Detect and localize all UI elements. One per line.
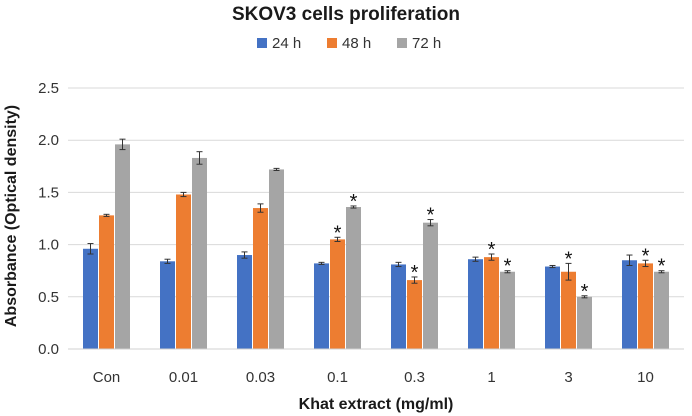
y-tick-label: 2.0 bbox=[38, 132, 59, 149]
x-tick-label: Con bbox=[93, 369, 121, 386]
legend-label: 24 h bbox=[272, 35, 301, 52]
significance-marker: * bbox=[488, 239, 496, 261]
bar-48h-Con bbox=[99, 215, 114, 349]
bar-24h-1 bbox=[468, 259, 483, 349]
significance-marker: * bbox=[504, 256, 512, 278]
bar-72h-Con bbox=[115, 144, 130, 349]
chart-title: SKOV3 cells proliferation bbox=[232, 4, 460, 25]
bar-48h-1 bbox=[484, 257, 499, 349]
significance-marker: * bbox=[642, 245, 650, 267]
bar-24h-0.1 bbox=[314, 263, 329, 349]
x-tick-label: 0.03 bbox=[246, 369, 275, 386]
bar-72h-1 bbox=[500, 271, 515, 349]
significance-marker: * bbox=[334, 222, 342, 244]
y-axis-label: Absorbance (Optical density) bbox=[3, 105, 20, 327]
bar-72h-0.01 bbox=[192, 157, 207, 349]
x-tick-label: 0.1 bbox=[327, 369, 348, 386]
y-tick-label: 1.5 bbox=[38, 184, 59, 201]
significance-marker: * bbox=[658, 256, 666, 278]
y-tick-label: 2.5 bbox=[38, 80, 59, 97]
error-bars bbox=[87, 138, 665, 299]
bar-48h-0.1 bbox=[330, 239, 345, 349]
legend-swatch-48h bbox=[327, 38, 337, 48]
x-tick-label: 10 bbox=[637, 369, 654, 386]
bar-48h-0.01 bbox=[176, 194, 191, 349]
legend: 24 h 48 h 72 h bbox=[257, 35, 441, 52]
bar-48h-10 bbox=[638, 263, 653, 349]
y-axis-ticks: 0.0 0.5 1.0 1.5 2.0 2.5 bbox=[38, 80, 59, 358]
y-tick-label: 0.5 bbox=[38, 289, 59, 306]
bar-24h-10 bbox=[622, 260, 637, 349]
bar-72h-10 bbox=[654, 271, 669, 349]
significance-markers: * * * * * * * * * * bbox=[334, 191, 666, 303]
y-tick-label: 1.0 bbox=[38, 237, 59, 254]
bars bbox=[83, 144, 669, 349]
bar-72h-0.1 bbox=[346, 207, 361, 349]
bar-72h-0.03 bbox=[269, 169, 284, 349]
significance-marker: * bbox=[581, 281, 589, 303]
x-axis-label: Khat extract (mg/ml) bbox=[299, 396, 454, 413]
bar-72h-0.3 bbox=[423, 222, 438, 349]
bar-48h-0.03 bbox=[253, 208, 268, 349]
bar-24h-0.3 bbox=[391, 264, 406, 349]
bar-24h-0.03 bbox=[237, 255, 252, 349]
bar-48h-0.3 bbox=[407, 280, 422, 349]
significance-marker: * bbox=[411, 262, 419, 284]
legend-swatch-72h bbox=[397, 38, 407, 48]
x-axis-ticks: Con 0.01 0.03 0.1 0.3 1 3 10 bbox=[93, 369, 654, 386]
significance-marker: * bbox=[565, 248, 573, 270]
legend-label: 48 h bbox=[342, 35, 371, 52]
legend-label: 72 h bbox=[412, 35, 441, 52]
x-tick-label: 3 bbox=[564, 369, 572, 386]
bar-72h-3 bbox=[577, 296, 592, 349]
x-tick-label: 0.3 bbox=[404, 369, 425, 386]
y-tick-label: 0.0 bbox=[38, 341, 59, 358]
bar-24h-Con bbox=[83, 248, 98, 349]
bar-48h-3 bbox=[561, 271, 576, 349]
x-tick-label: 0.01 bbox=[169, 369, 198, 386]
bar-24h-0.01 bbox=[160, 261, 175, 349]
bar-24h-3 bbox=[545, 266, 560, 349]
significance-marker: * bbox=[427, 205, 435, 227]
significance-marker: * bbox=[350, 191, 358, 213]
legend-swatch-24h bbox=[257, 38, 267, 48]
x-tick-label: 1 bbox=[487, 369, 495, 386]
